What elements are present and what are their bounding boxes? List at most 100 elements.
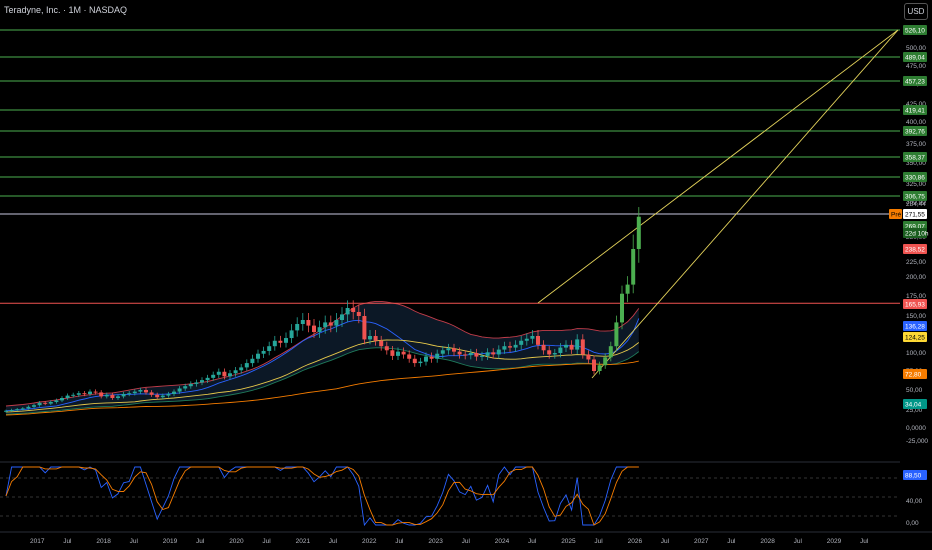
bollinger-upper-line[interactable] xyxy=(5,300,640,407)
candle-body[interactable] xyxy=(43,402,48,404)
candle-body[interactable] xyxy=(356,312,361,316)
candle-body[interactable] xyxy=(160,395,165,398)
candle-body[interactable] xyxy=(340,314,344,320)
price-tag[interactable] xyxy=(903,52,927,62)
price-tag[interactable] xyxy=(903,244,927,254)
candle-body[interactable] xyxy=(530,336,535,339)
price-tag[interactable] xyxy=(903,209,927,219)
candle-body[interactable] xyxy=(228,373,232,377)
price-tag[interactable] xyxy=(903,25,927,35)
candle-body[interactable] xyxy=(496,349,501,355)
trendline-lower[interactable] xyxy=(591,29,899,379)
candle-body[interactable] xyxy=(440,350,445,354)
candle-body[interactable] xyxy=(547,350,552,355)
candle-body[interactable] xyxy=(368,336,372,340)
price-tag[interactable] xyxy=(903,191,927,201)
candle-body[interactable] xyxy=(317,327,322,332)
price-tag[interactable] xyxy=(903,228,927,238)
candle-body[interactable] xyxy=(239,367,244,371)
candle-body[interactable] xyxy=(60,398,64,401)
candle-body[interactable] xyxy=(233,370,238,374)
candle-body[interactable] xyxy=(244,363,249,368)
stoch-d-line[interactable] xyxy=(5,466,639,526)
candle-body[interactable] xyxy=(200,380,204,383)
pre-market-badge[interactable] xyxy=(889,209,902,219)
candle-body[interactable] xyxy=(620,293,624,323)
candle-body[interactable] xyxy=(603,357,608,366)
price-tag[interactable] xyxy=(903,126,927,136)
candle-body[interactable] xyxy=(54,400,59,402)
price-tag[interactable] xyxy=(903,105,927,115)
candle-body[interactable] xyxy=(284,338,288,343)
candle-body[interactable] xyxy=(149,392,154,395)
candle-body[interactable] xyxy=(412,358,417,364)
candle-body[interactable] xyxy=(558,347,563,353)
ma-yellow-line[interactable] xyxy=(5,339,640,413)
candle-body[interactable] xyxy=(625,284,630,294)
candle-body[interactable] xyxy=(541,344,546,351)
trendline-upper[interactable] xyxy=(537,29,899,304)
price-tag[interactable] xyxy=(903,76,927,86)
candle-body[interactable] xyxy=(261,350,266,354)
candle-body[interactable] xyxy=(9,410,14,411)
candle-body[interactable] xyxy=(194,382,199,384)
candle-body[interactable] xyxy=(71,394,76,396)
candle-body[interactable] xyxy=(384,346,389,351)
candle-body[interactable] xyxy=(334,320,339,326)
price-tag[interactable] xyxy=(903,399,927,409)
candle-body[interactable] xyxy=(597,365,602,371)
candle-body[interactable] xyxy=(205,377,210,381)
candle-body[interactable] xyxy=(267,346,272,351)
candle-body[interactable] xyxy=(250,358,255,364)
candle-body[interactable] xyxy=(614,322,619,347)
candle-body[interactable] xyxy=(390,350,395,356)
candle-body[interactable] xyxy=(312,325,316,332)
candle-body[interactable] xyxy=(418,361,423,364)
ma-orange-line[interactable] xyxy=(5,360,639,416)
candle-body[interactable] xyxy=(631,249,636,285)
candle-body[interactable] xyxy=(32,405,36,407)
osc-tag[interactable] xyxy=(903,470,927,480)
candle-body[interactable] xyxy=(183,386,188,389)
candle-body[interactable] xyxy=(513,344,518,348)
candle-body[interactable] xyxy=(323,322,328,328)
candle-body[interactable] xyxy=(15,409,20,411)
candle-body[interactable] xyxy=(463,354,468,356)
candle-body[interactable] xyxy=(144,390,148,393)
candle-body[interactable] xyxy=(586,354,591,360)
candle-body[interactable] xyxy=(278,340,283,343)
candle-body[interactable] xyxy=(48,402,53,404)
candle-body[interactable] xyxy=(65,395,70,398)
candle-body[interactable] xyxy=(211,374,216,378)
candle-body[interactable] xyxy=(222,371,227,377)
candle-body[interactable] xyxy=(379,340,384,347)
candle-body[interactable] xyxy=(636,216,641,249)
price-tag[interactable] xyxy=(903,369,927,379)
candle-body[interactable] xyxy=(580,339,585,355)
candle-body[interactable] xyxy=(99,392,104,397)
candle-body[interactable] xyxy=(569,344,574,350)
candle-body[interactable] xyxy=(552,353,557,355)
candle-body[interactable] xyxy=(508,346,512,348)
candle-body[interactable] xyxy=(76,393,81,395)
candle-body[interactable] xyxy=(132,391,137,394)
candle-body[interactable] xyxy=(362,316,367,340)
candle-body[interactable] xyxy=(177,388,182,392)
candle-body[interactable] xyxy=(564,344,568,348)
candle-body[interactable] xyxy=(396,351,400,356)
candle-body[interactable] xyxy=(272,340,277,347)
candle-body[interactable] xyxy=(429,356,434,359)
candle-body[interactable] xyxy=(138,390,143,392)
candle-body[interactable] xyxy=(502,346,507,350)
candle-body[interactable] xyxy=(457,351,462,355)
candle-body[interactable] xyxy=(93,391,98,393)
candle-body[interactable] xyxy=(575,339,580,350)
candle-body[interactable] xyxy=(88,391,92,394)
candle-body[interactable] xyxy=(37,402,42,406)
candle-body[interactable] xyxy=(166,394,171,396)
candle-body[interactable] xyxy=(172,391,176,394)
candle-body[interactable] xyxy=(127,393,132,395)
candle-body[interactable] xyxy=(435,353,440,359)
stoch-k-line[interactable] xyxy=(5,466,639,527)
